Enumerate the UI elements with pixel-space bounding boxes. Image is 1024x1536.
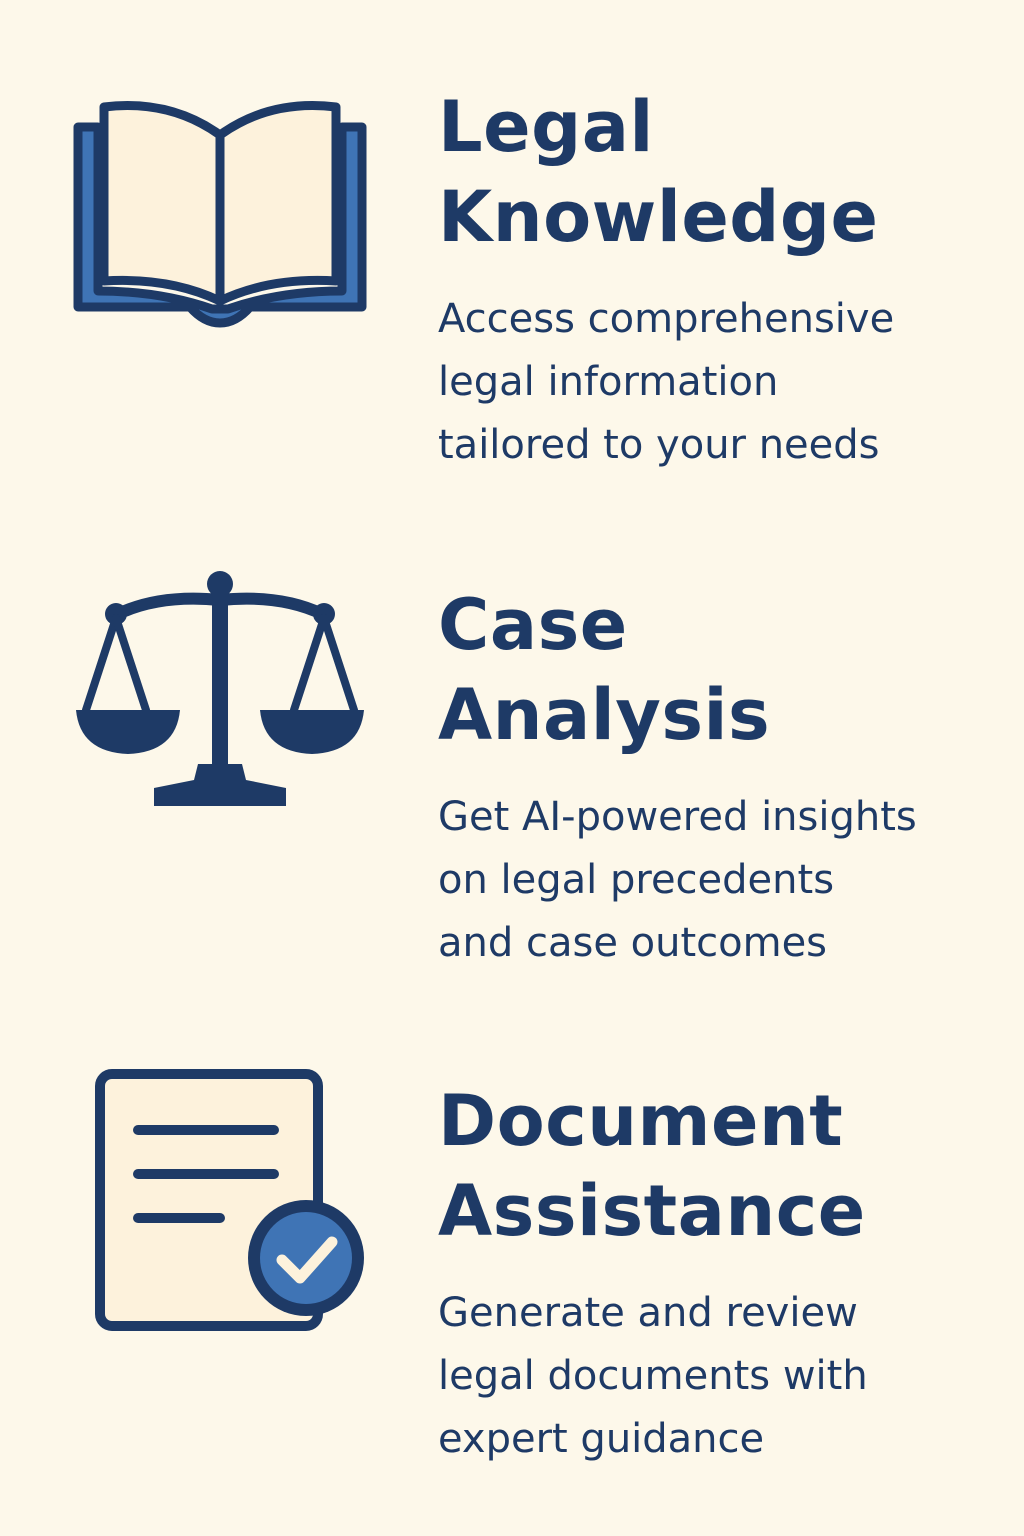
description-line: legal documents with — [438, 1353, 868, 1399]
document-check-icon — [60, 1066, 380, 1336]
description-line: on legal precedents — [438, 857, 835, 903]
title-line: Legal — [438, 86, 654, 168]
open-book-icon — [60, 95, 380, 335]
description-line: expert guidance — [438, 1416, 765, 1462]
feature-description: Generate and review legal documents with… — [438, 1282, 1008, 1471]
feature-title: Legal Knowledge — [438, 82, 1008, 262]
title-line: Knowledge — [438, 176, 879, 258]
title-line: Assistance — [438, 1170, 866, 1252]
description-line: Get AI-powered insights — [438, 794, 917, 840]
feature-description: Access comprehensive legal information t… — [438, 288, 1008, 477]
title-line: Case — [438, 584, 628, 666]
description-line: Access comprehensive — [438, 296, 895, 342]
feature-text: Case Analysis Get AI-powered insights on… — [438, 580, 1008, 975]
title-line: Document — [438, 1080, 844, 1162]
feature-text: Document Assistance Generate and review … — [438, 1076, 1008, 1471]
feature-text: Legal Knowledge Access comprehensive leg… — [438, 82, 1008, 477]
feature-title: Document Assistance — [438, 1076, 1008, 1256]
scales-of-justice-icon — [60, 566, 380, 811]
description-line: Generate and review — [438, 1290, 858, 1336]
description-line: tailored to your needs — [438, 422, 880, 468]
title-line: Analysis — [438, 674, 771, 756]
description-line: and case outcomes — [438, 920, 828, 966]
feature-description: Get AI-powered insights on legal precede… — [438, 786, 1008, 975]
description-line: legal information — [438, 359, 779, 405]
feature-title: Case Analysis — [438, 580, 1008, 760]
